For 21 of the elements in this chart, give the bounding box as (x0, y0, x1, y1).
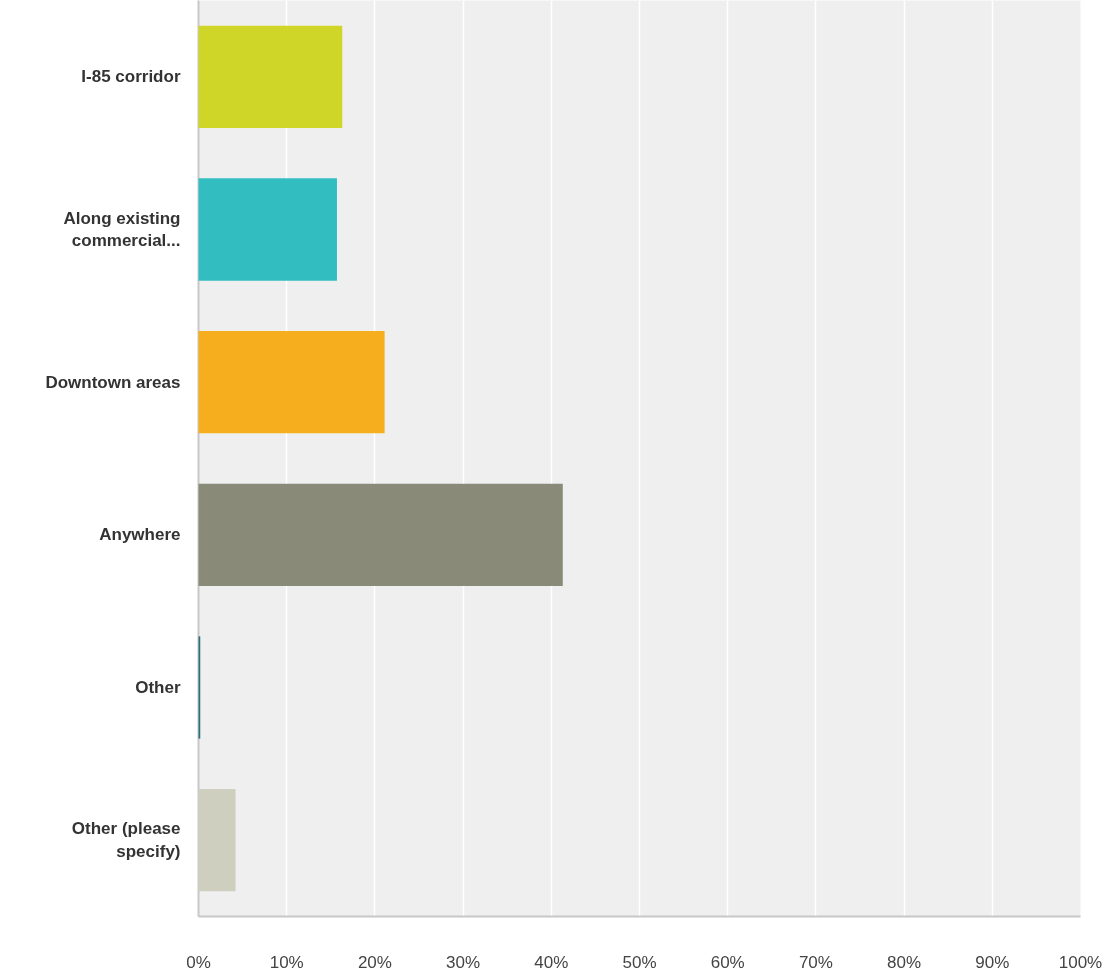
bar (198, 25, 343, 128)
y-tick-label: Other (please specify) (71, 819, 181, 862)
x-tick-label: 10% (269, 952, 304, 972)
x-tick-label: 0% (186, 952, 211, 972)
y-tick-label: Anywhere (99, 525, 181, 545)
bar (198, 483, 563, 586)
bar (198, 331, 385, 434)
x-tick-label: 100% (1058, 952, 1103, 972)
x-tick-label: 60% (710, 952, 745, 972)
y-tick-label: I-85 corridor (81, 67, 181, 87)
x-tick-label: 90% (975, 952, 1010, 972)
x-tick-label: 80% (887, 952, 922, 972)
x-tick-label: 40% (534, 952, 569, 972)
x-tick-label: 70% (798, 952, 833, 972)
y-tick-label: Other (135, 678, 181, 697)
x-tick-label: 20% (357, 952, 392, 972)
bar (198, 178, 337, 281)
y-tick-label: Along existing commercial... (63, 208, 181, 251)
y-tick-label: Downtown areas (45, 372, 181, 392)
x-tick-label: 50% (622, 952, 657, 972)
x-tick-label: 30% (446, 952, 481, 972)
